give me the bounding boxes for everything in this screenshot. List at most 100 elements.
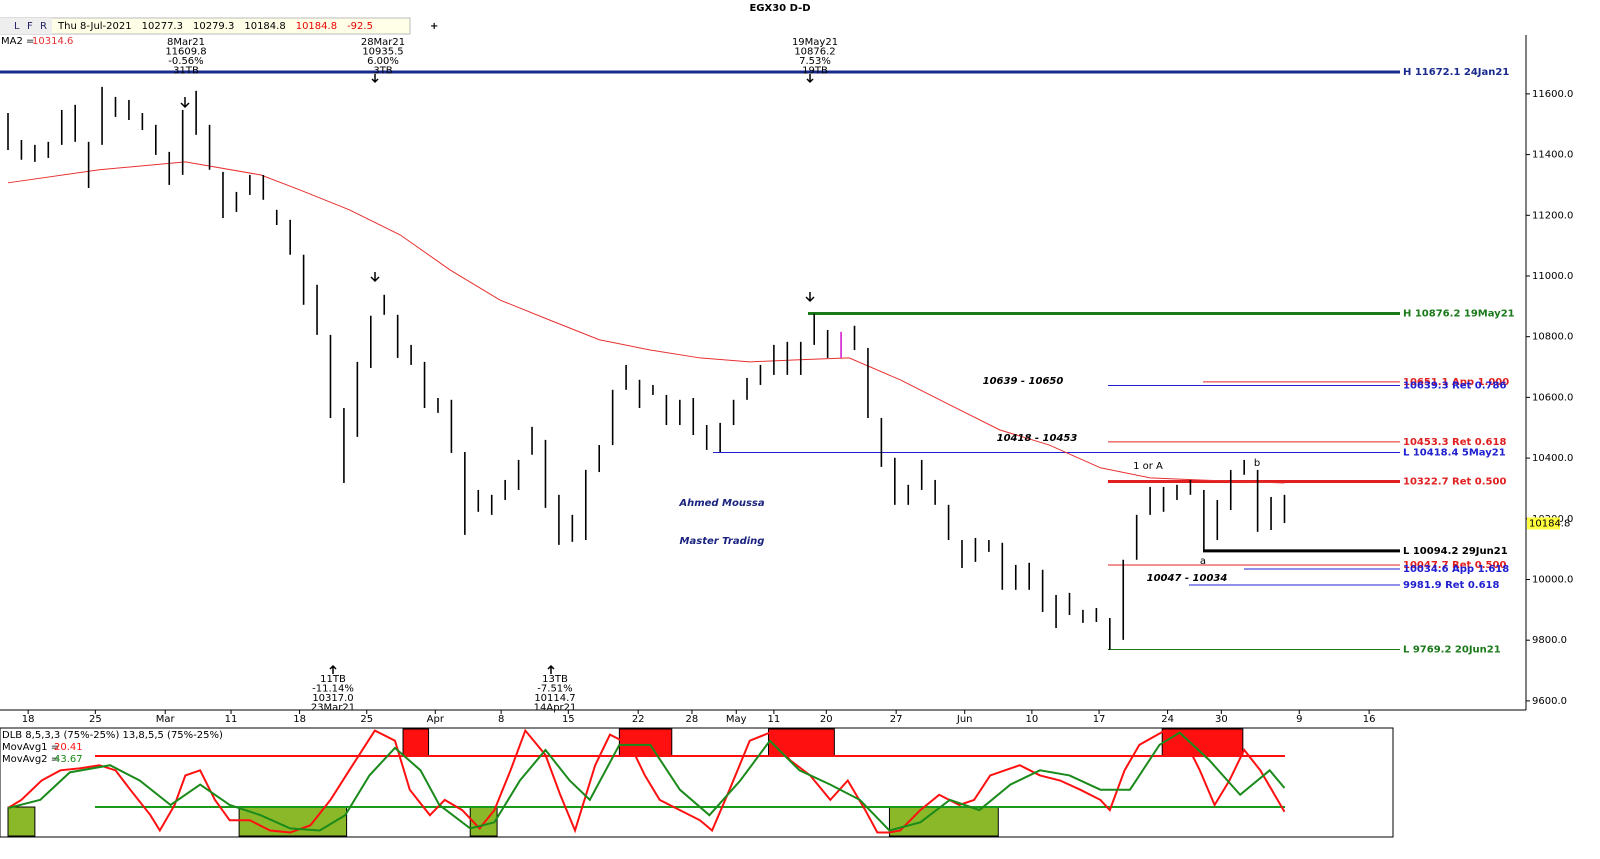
arrow-up xyxy=(329,664,337,674)
annotation: 7.53% xyxy=(799,56,831,67)
overbought-zone xyxy=(618,728,673,757)
x-tick-label: 9 xyxy=(1296,714,1302,725)
x-tick-label: 15 xyxy=(562,714,575,725)
x-tick-label: 16 xyxy=(1363,714,1376,725)
annotation: 11TB xyxy=(320,674,346,685)
arrow-down xyxy=(806,74,814,84)
price-box-label: 10184.8 xyxy=(1529,518,1570,529)
y-tick-label: 10800.0 xyxy=(1532,332,1573,343)
legend-value: 10314.6 xyxy=(32,36,73,47)
annotation: 10317.0 xyxy=(312,693,353,704)
add-button[interactable]: + xyxy=(430,21,438,32)
x-tick-label: 10 xyxy=(1026,714,1039,725)
legend-value: 43.67 xyxy=(54,754,83,765)
level-label: L 9769.2 20Jun21 xyxy=(1403,645,1501,656)
header-button[interactable]: F xyxy=(27,21,33,32)
legend-value: 20.41 xyxy=(54,742,83,753)
moving-average xyxy=(7,161,1285,484)
y-tick-label: 9800.0 xyxy=(1532,635,1567,646)
level-label: L 10094.2 29Jun21 xyxy=(1403,546,1508,557)
annotation: -11.14% xyxy=(312,684,354,695)
annotation: 31TB xyxy=(173,66,199,77)
header-high: 10279.3 xyxy=(193,21,234,32)
oscillator-label: DLB 8,5,3,3 (75%-25%) 13,8,5,5 (75%-25%) xyxy=(2,730,223,741)
overbought-zone xyxy=(1161,728,1244,757)
annotation: 10935.5 xyxy=(362,47,403,58)
annotation: 14Apr21 xyxy=(534,703,577,714)
oscillator-line xyxy=(7,728,1286,834)
x-tick-label: 25 xyxy=(89,714,102,725)
header-buttons[interactable] xyxy=(0,18,52,34)
header-low: 10184.8 xyxy=(244,21,285,32)
x-tick-label: 8 xyxy=(498,714,504,725)
x-tick-label: 30 xyxy=(1215,714,1228,725)
note: a xyxy=(1200,556,1206,567)
arrow-down xyxy=(370,272,380,283)
x-tick-label: Apr xyxy=(427,714,445,725)
x-tick-label: Mar xyxy=(156,714,176,725)
overbought-zone xyxy=(402,728,430,757)
level-label: 10639.3 Ret 0.786 xyxy=(1403,380,1506,391)
price-box xyxy=(1527,517,1560,530)
x-tick-label: 24 xyxy=(1161,714,1174,725)
arrows xyxy=(180,74,815,674)
y-tick-label: 11000.0 xyxy=(1532,271,1573,282)
annotation: 3TB xyxy=(373,66,392,77)
x-tick-label: 11 xyxy=(768,714,781,725)
level-label: H 10876.2 19May21 xyxy=(1403,309,1515,320)
x-tick-label: 17 xyxy=(1093,714,1106,725)
arrow-up xyxy=(547,664,555,674)
oscillator-frame xyxy=(0,727,1394,838)
header-button[interactable]: L xyxy=(14,21,20,32)
overbought-zone xyxy=(768,728,835,757)
level-label: 10322.7 Ret 0.500 xyxy=(1403,477,1506,488)
annotation: -7.51% xyxy=(537,684,572,695)
level-label: 10453.3 Ret 0.618 xyxy=(1403,437,1506,448)
level-label: L 10418.4 5May21 xyxy=(1403,448,1506,459)
watermark: Master Trading xyxy=(680,536,765,547)
annotation: 13TB xyxy=(542,674,568,685)
header-close: 10184.8 xyxy=(296,21,337,32)
x-tick-label: 22 xyxy=(632,714,645,725)
level-label: 10034.6 App 1.618 xyxy=(1403,564,1509,575)
y-tick-label: 11600.0 xyxy=(1532,89,1573,100)
y-tick-label: 11200.0 xyxy=(1532,210,1573,221)
annotation: 23Mar21 xyxy=(311,703,355,714)
annotation: 10876.2 xyxy=(794,47,835,58)
level-label: 10651.1 App 1.000 xyxy=(1403,377,1509,388)
annotation: 19TB xyxy=(802,66,828,77)
y-tick-label: 11400.0 xyxy=(1532,150,1573,161)
level-label: 9981.9 Ret 0.618 xyxy=(1403,580,1499,591)
legend-name: MovAvg2 = xyxy=(2,754,59,765)
level-label: H 11672.1 24Jan21 xyxy=(1403,67,1509,78)
annotation: -0.56% xyxy=(168,56,203,67)
x-tick-label: 28 xyxy=(686,714,699,725)
x-tick-label: 27 xyxy=(890,714,903,725)
oversold-zone xyxy=(7,806,36,837)
x-tick-label: 18 xyxy=(293,714,306,725)
header-date: Thu 8-Jul-2021 xyxy=(57,21,132,32)
annotation: 11609.8 xyxy=(165,47,206,58)
legend-name: MA2 = xyxy=(1,36,34,47)
arrow-down xyxy=(180,97,190,109)
chart-title: EGX30 D-D xyxy=(749,3,810,14)
note: 1 or A xyxy=(1133,461,1163,472)
x-tick-label: 20 xyxy=(820,714,833,725)
x-tick-label: 11 xyxy=(225,714,238,725)
header-button[interactable]: R xyxy=(40,21,47,32)
oversold-zone xyxy=(888,806,999,837)
x-tick-label: Jun xyxy=(956,714,973,725)
note: b xyxy=(1254,458,1260,469)
annotation: 19May21 xyxy=(792,37,838,48)
header-bar xyxy=(0,17,411,35)
annotation: 28Mar21 xyxy=(361,37,405,48)
y-tick-label: 9600.0 xyxy=(1532,696,1567,707)
oscillator-line xyxy=(7,731,1286,832)
header-open: 10277.3 xyxy=(142,21,183,32)
note: 10639 - 10650 xyxy=(983,376,1064,387)
x-tick-label: May xyxy=(726,714,747,725)
y-tick-label: 10000.0 xyxy=(1532,574,1573,585)
